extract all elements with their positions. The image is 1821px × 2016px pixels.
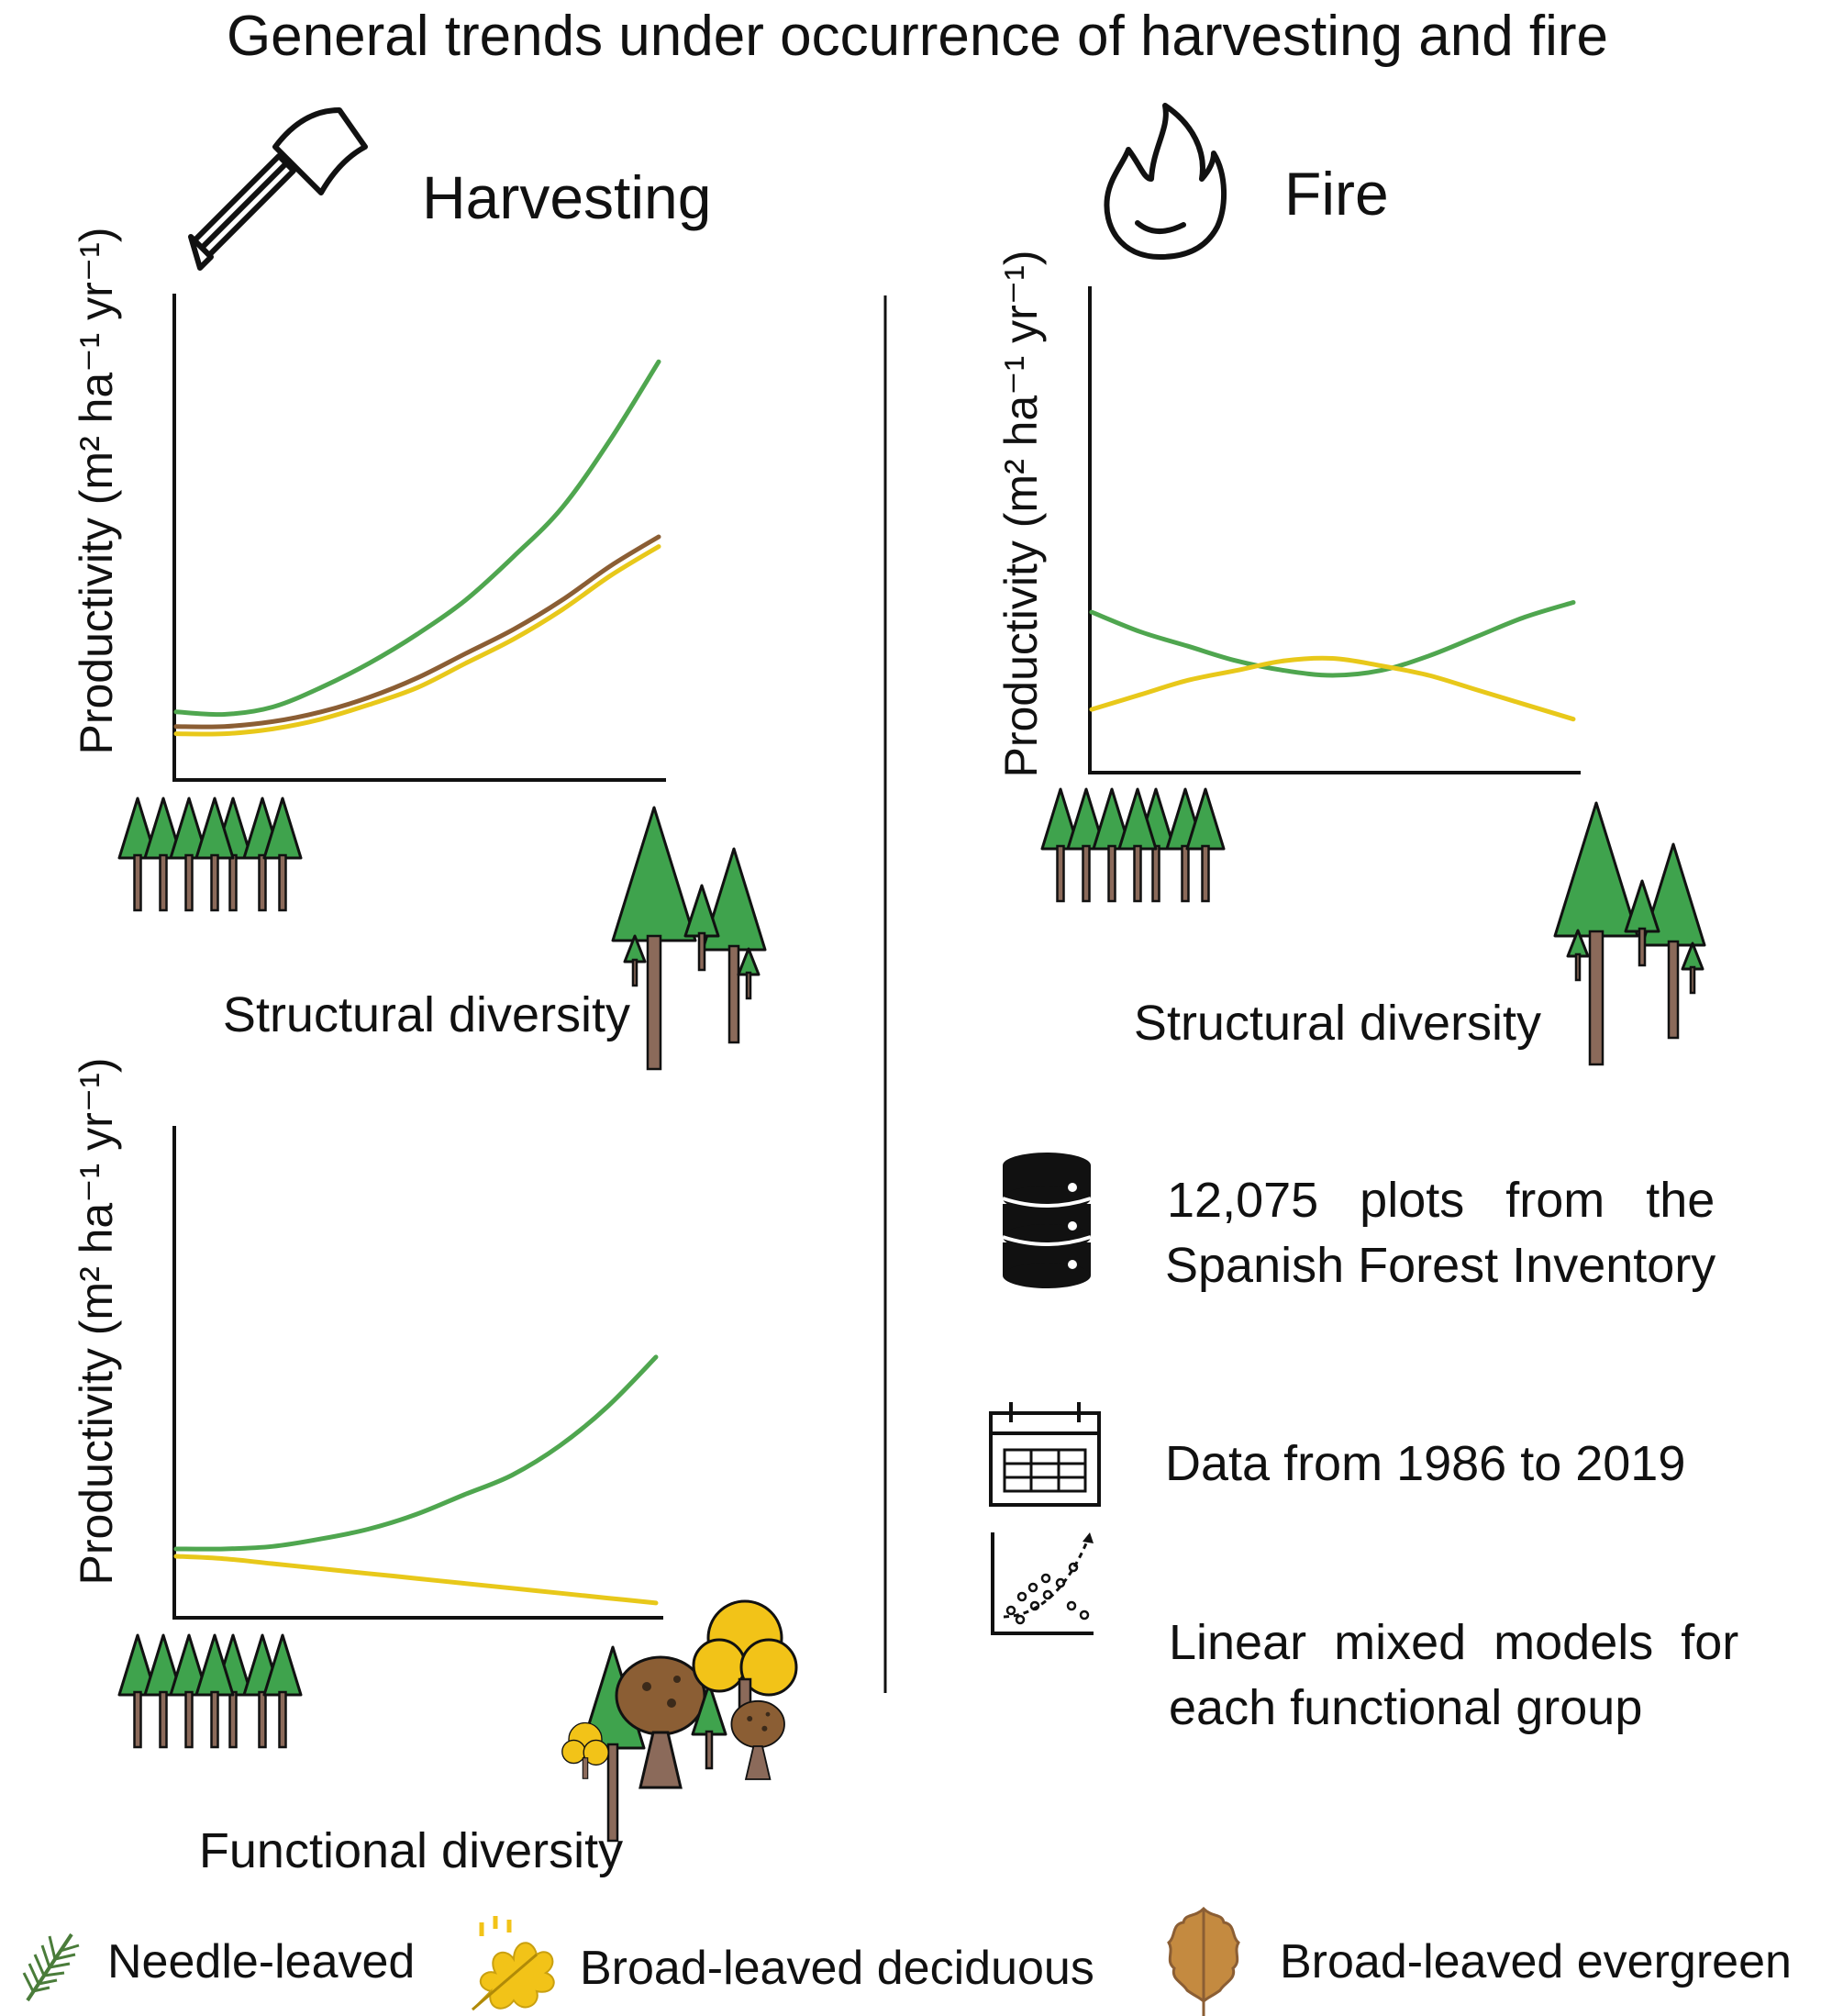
info-models-line2: each functional group xyxy=(1169,1680,1642,1735)
diverse-stand-icon xyxy=(1553,801,1706,1066)
uniform-stand-icon xyxy=(119,798,301,910)
info-plots: 12,075 plots from the Spanish Forest Inv… xyxy=(1002,1153,1716,1293)
info-dates-line: Data from 1986 to 2019 xyxy=(1165,1436,1685,1491)
series-line-broad-leaved-deciduous xyxy=(173,1554,659,1606)
chart-fire-structural: Productivity (m² ha⁻¹ yr⁻¹) Structural d… xyxy=(995,250,1706,1066)
legend: Needle-leaved Broad-leaved deciduous Bro… xyxy=(22,1906,1792,2016)
info-models: Linear mixed models for each functional … xyxy=(991,1532,1738,1735)
legend-needle-label: Needle-leaved xyxy=(107,1935,415,1988)
page-title: General trends under occurrence of harve… xyxy=(227,5,1608,68)
series-line-needle-leaved xyxy=(173,359,661,718)
y-axis-label: Productivity (m² ha⁻¹ yr⁻¹) xyxy=(995,250,1047,777)
series-line-broad-leaved-deciduous xyxy=(1089,655,1576,722)
uniform-stand-icon xyxy=(1042,789,1224,901)
fire-heading: Fire xyxy=(1284,160,1389,228)
info-models-line1: Linear mixed models for xyxy=(1169,1615,1738,1670)
info-plots-line1: 12,075 plots from the xyxy=(1167,1173,1715,1228)
series-line-broad-leaved-evergreen xyxy=(173,534,661,730)
uniform-stand-icon xyxy=(119,1635,301,1747)
evergreen-leaf-icon xyxy=(1167,1906,1240,2016)
axes xyxy=(172,1126,663,1620)
harvesting-heading: Harvesting xyxy=(422,163,711,231)
axes xyxy=(1088,286,1581,774)
x-axis-label: Structural diversity xyxy=(1134,996,1541,1051)
chart-harvesting-structural: Productivity (m² ha⁻¹ yr⁻¹) Structural d… xyxy=(71,227,767,1071)
x-axis-label: Structural diversity xyxy=(223,987,630,1042)
flame-icon xyxy=(1104,103,1227,260)
oak-leaf-icon xyxy=(472,1916,555,2011)
database-icon xyxy=(1002,1153,1092,1288)
series-line-broad-leaved-deciduous xyxy=(173,544,661,737)
info-plots-line2: Spanish Forest Inventory xyxy=(1165,1238,1716,1293)
axe-icon xyxy=(188,107,368,271)
series-line-needle-leaved xyxy=(1089,600,1576,678)
mixed-stand-icon xyxy=(561,1599,798,1843)
calendar-icon xyxy=(989,1402,1101,1507)
scatter-plot-icon xyxy=(991,1532,1094,1635)
y-axis-label: Productivity (m² ha⁻¹ yr⁻¹) xyxy=(71,1057,122,1585)
needle-leaf-icon xyxy=(22,1932,80,2002)
chart-harvesting-functional: Productivity (m² ha⁻¹ yr⁻¹) Functional d… xyxy=(71,1057,798,1878)
axes xyxy=(172,294,666,782)
x-axis-label: Functional diversity xyxy=(199,1823,623,1878)
info-dates: Data from 1986 to 2019 xyxy=(989,1402,1685,1507)
diverse-stand-icon xyxy=(611,806,767,1071)
series-line-needle-leaved xyxy=(173,1354,659,1552)
legend-deciduous-label: Broad-leaved deciduous xyxy=(580,1942,1094,1995)
y-axis-label: Productivity (m² ha⁻¹ yr⁻¹) xyxy=(71,227,122,754)
legend-evergreen-label: Broad-leaved evergreen xyxy=(1280,1935,1792,1988)
